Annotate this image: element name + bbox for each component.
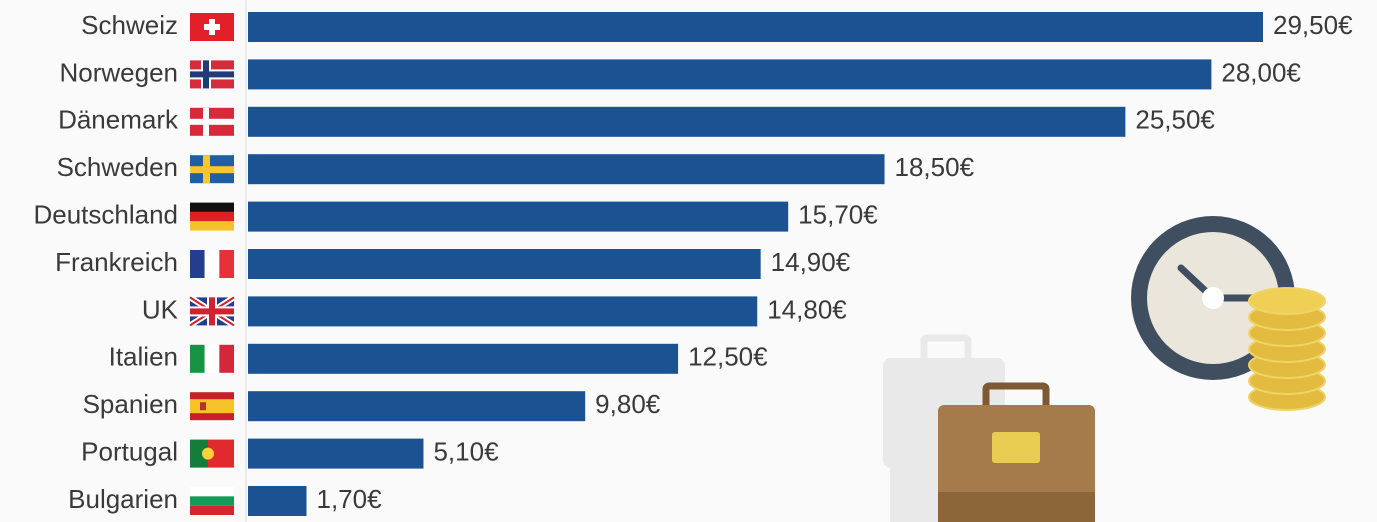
flag-part bbox=[202, 447, 214, 460]
flag-part bbox=[190, 308, 234, 315]
briefcase-plate bbox=[992, 432, 1040, 463]
bar bbox=[248, 296, 758, 327]
bar bbox=[248, 438, 424, 469]
value-label: 14,90€ bbox=[771, 247, 851, 277]
flag-part bbox=[200, 402, 206, 411]
category-label: Bulgarien bbox=[68, 484, 178, 514]
category-label: Italien bbox=[109, 342, 178, 372]
bar bbox=[248, 391, 586, 422]
coins bbox=[1248, 287, 1326, 411]
flag bbox=[190, 202, 234, 231]
value-label: 5,10€ bbox=[433, 436, 499, 466]
value-label: 25,50€ bbox=[1135, 105, 1215, 135]
flag-part bbox=[219, 344, 234, 373]
flag-part bbox=[190, 505, 234, 515]
flag bbox=[190, 250, 234, 278]
flag-part bbox=[190, 344, 205, 373]
flag-part bbox=[190, 202, 234, 212]
value-label: 28,00€ bbox=[1221, 57, 1301, 87]
category-label: Schweiz bbox=[81, 10, 178, 40]
category-label: Portugal bbox=[81, 436, 178, 466]
flag-part bbox=[190, 439, 208, 468]
flag-part bbox=[190, 487, 234, 497]
flag-part bbox=[204, 24, 220, 30]
flag bbox=[188, 294, 236, 328]
bar bbox=[248, 12, 1263, 42]
coin bbox=[1248, 287, 1326, 315]
category-label: UK bbox=[142, 294, 179, 324]
category-label: Deutschland bbox=[33, 199, 178, 229]
bar bbox=[248, 343, 679, 374]
briefcase-base bbox=[938, 492, 1095, 522]
bar bbox=[248, 59, 1212, 90]
category-label: Schweden bbox=[57, 152, 178, 182]
flag-part bbox=[190, 221, 234, 231]
value-label: 12,50€ bbox=[688, 342, 768, 372]
flag bbox=[190, 344, 234, 373]
flag bbox=[190, 487, 234, 515]
value-label: 9,80€ bbox=[595, 389, 661, 419]
suitcase-handle bbox=[920, 334, 972, 368]
flag-part bbox=[219, 250, 234, 278]
flag-part bbox=[190, 496, 234, 506]
bar bbox=[248, 154, 885, 185]
flag bbox=[190, 107, 234, 136]
flag-part bbox=[190, 211, 234, 222]
flag-part bbox=[190, 71, 234, 78]
flag bbox=[190, 60, 234, 89]
category-label: Frankreich bbox=[55, 247, 178, 277]
value-label: 1,70€ bbox=[316, 484, 382, 514]
bar bbox=[248, 486, 307, 516]
flag-part bbox=[190, 399, 234, 414]
bar bbox=[248, 106, 1126, 137]
flag bbox=[190, 392, 234, 421]
value-label: 18,50€ bbox=[895, 152, 975, 182]
value-label: 14,80€ bbox=[767, 294, 847, 324]
rows: Schweiz 29,50€ Norwegen 28,00€ Dänemark 25,50… bbox=[33, 10, 1353, 516]
flag bbox=[190, 155, 234, 184]
value-label: 15,70€ bbox=[798, 199, 878, 229]
flag-part bbox=[204, 344, 220, 373]
flag-part bbox=[204, 250, 220, 278]
category-label: Dänemark bbox=[58, 105, 179, 135]
bar bbox=[248, 201, 789, 232]
flag-part bbox=[190, 250, 205, 278]
flag-part bbox=[190, 166, 234, 174]
clock-center bbox=[1202, 287, 1224, 309]
value-label: 29,50€ bbox=[1273, 10, 1353, 40]
illustration bbox=[883, 216, 1326, 522]
flag bbox=[190, 13, 234, 41]
bar bbox=[248, 249, 761, 279]
flag bbox=[190, 439, 234, 468]
category-label: Norwegen bbox=[59, 57, 178, 87]
category-label: Spanien bbox=[83, 389, 178, 419]
flag-part bbox=[190, 118, 234, 125]
